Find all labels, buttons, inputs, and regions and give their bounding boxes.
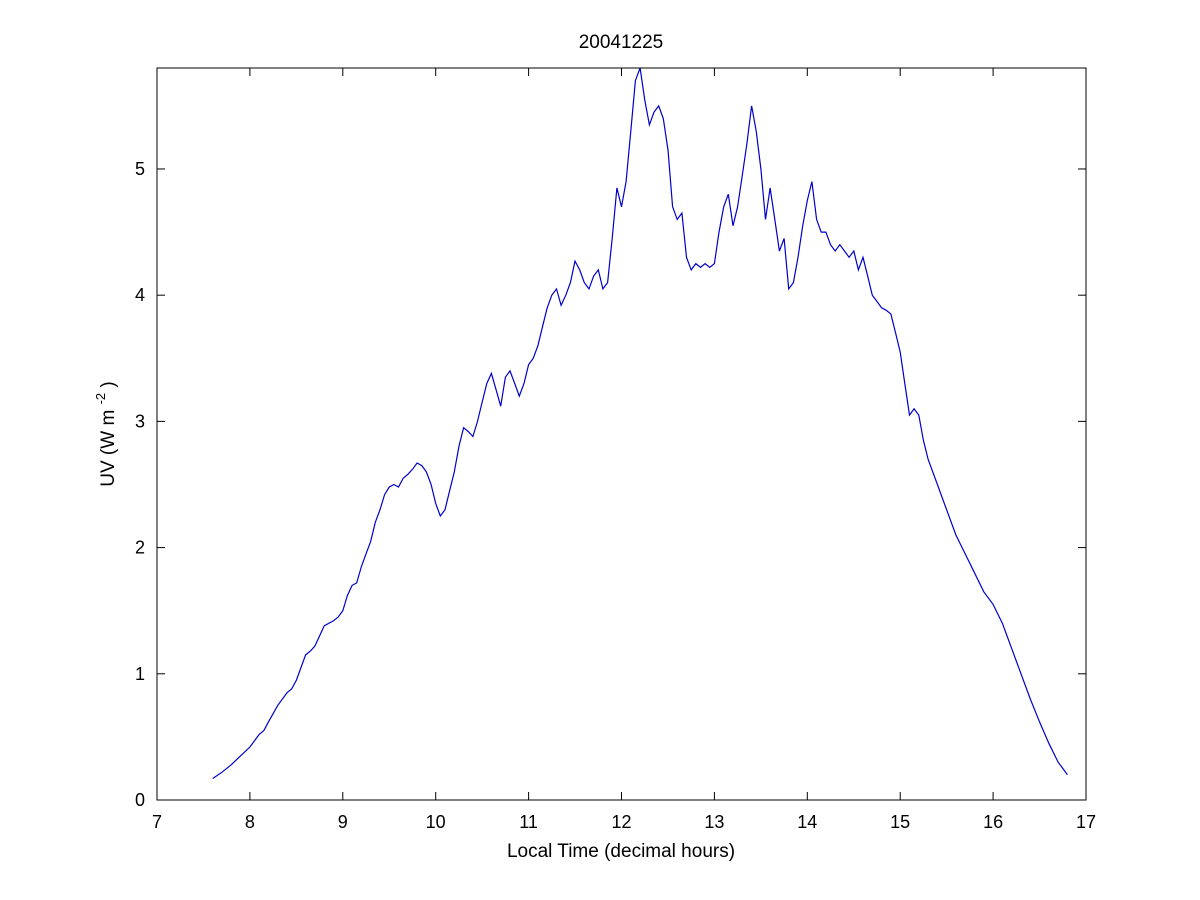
plot-border xyxy=(156,67,1087,801)
y-tick-label: 0 xyxy=(135,790,145,810)
y-tick-label: 4 xyxy=(135,285,145,305)
x-tick-label: 8 xyxy=(245,812,255,832)
x-tick-label: 11 xyxy=(519,812,538,832)
x-tick-label: 13 xyxy=(704,812,724,832)
x-tick-label: 14 xyxy=(797,812,817,832)
y-tick-label: 2 xyxy=(135,538,145,558)
y-axis-label-text-end: ) xyxy=(98,381,119,387)
x-tick-label: 10 xyxy=(426,812,446,832)
y-tick-label: 5 xyxy=(135,159,145,179)
x-axis-label: Local Time (decimal hours) xyxy=(507,841,735,862)
uv-series-line xyxy=(212,67,1068,779)
x-tick-label: 9 xyxy=(338,812,348,832)
y-tick-label: 1 xyxy=(135,664,145,684)
x-tick-label: 7 xyxy=(152,812,162,832)
x-tick-label: 17 xyxy=(1076,812,1096,832)
x-tick-label: 15 xyxy=(890,812,910,832)
y-tick-label: 3 xyxy=(135,411,145,431)
y-axis-label-text: UV (W m xyxy=(98,410,119,487)
chart-title: 20041225 xyxy=(579,32,664,53)
plot-area xyxy=(157,68,1086,800)
x-tick-label: 16 xyxy=(983,812,1003,832)
y-axis-label-superscript: -2 xyxy=(93,393,108,405)
x-tick-label: 12 xyxy=(611,812,631,832)
y-axis-label: UV (W m -2 ) xyxy=(89,381,119,487)
